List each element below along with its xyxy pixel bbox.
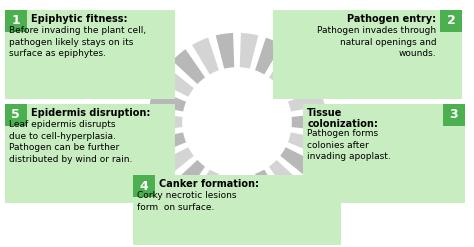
Text: Pathogen invades through
natural openings and
wounds.: Pathogen invades through natural opening… — [317, 26, 436, 59]
FancyBboxPatch shape — [5, 10, 175, 99]
FancyBboxPatch shape — [5, 104, 27, 126]
Wedge shape — [156, 65, 195, 98]
Wedge shape — [287, 87, 326, 112]
Wedge shape — [171, 159, 206, 196]
Text: Before invading the plant cell,
pathogen likely stays on its
surface as epiphyte: Before invading the plant cell, pathogen… — [9, 26, 146, 59]
Text: Epiphytic fitness:: Epiphytic fitness: — [31, 14, 127, 24]
Text: Corky necrotic lesions
form  on surface.: Corky necrotic lesions form on surface. — [137, 191, 236, 212]
Text: 4: 4 — [139, 180, 148, 193]
Wedge shape — [254, 168, 283, 207]
Wedge shape — [268, 159, 303, 196]
FancyBboxPatch shape — [5, 10, 27, 32]
FancyBboxPatch shape — [440, 10, 462, 32]
Wedge shape — [191, 168, 220, 207]
Text: 1: 1 — [11, 14, 20, 27]
Text: Pathogen entry:: Pathogen entry: — [347, 14, 436, 24]
Wedge shape — [239, 32, 259, 70]
Text: Canker formation:: Canker formation: — [159, 179, 259, 189]
Wedge shape — [291, 112, 327, 132]
FancyBboxPatch shape — [303, 104, 465, 203]
FancyBboxPatch shape — [133, 175, 155, 197]
Wedge shape — [148, 87, 187, 112]
Wedge shape — [156, 146, 195, 179]
Text: Pathogen forms
colonies after
invading apoplast.: Pathogen forms colonies after invading a… — [307, 129, 391, 161]
FancyBboxPatch shape — [133, 175, 341, 245]
Text: 3: 3 — [449, 108, 458, 121]
Wedge shape — [215, 174, 235, 212]
FancyBboxPatch shape — [273, 10, 462, 99]
Text: Epidermis disruption:: Epidermis disruption: — [31, 108, 150, 118]
Text: 5: 5 — [11, 108, 20, 121]
Wedge shape — [254, 37, 283, 76]
FancyBboxPatch shape — [5, 104, 175, 203]
Wedge shape — [191, 37, 220, 76]
Wedge shape — [147, 112, 183, 132]
Wedge shape — [279, 65, 318, 98]
Wedge shape — [171, 48, 206, 85]
Text: 2: 2 — [447, 14, 456, 27]
Wedge shape — [148, 132, 187, 157]
FancyBboxPatch shape — [443, 104, 465, 126]
Text: Leaf epidermis disrupts
due to cell-hyperplasia.
Pathogen can be further
distrib: Leaf epidermis disrupts due to cell-hype… — [9, 120, 132, 164]
Wedge shape — [268, 48, 303, 85]
Wedge shape — [279, 146, 318, 179]
Text: Tissue
colonization:: Tissue colonization: — [307, 108, 378, 129]
Wedge shape — [239, 174, 259, 212]
Wedge shape — [287, 132, 326, 157]
Wedge shape — [215, 32, 235, 70]
